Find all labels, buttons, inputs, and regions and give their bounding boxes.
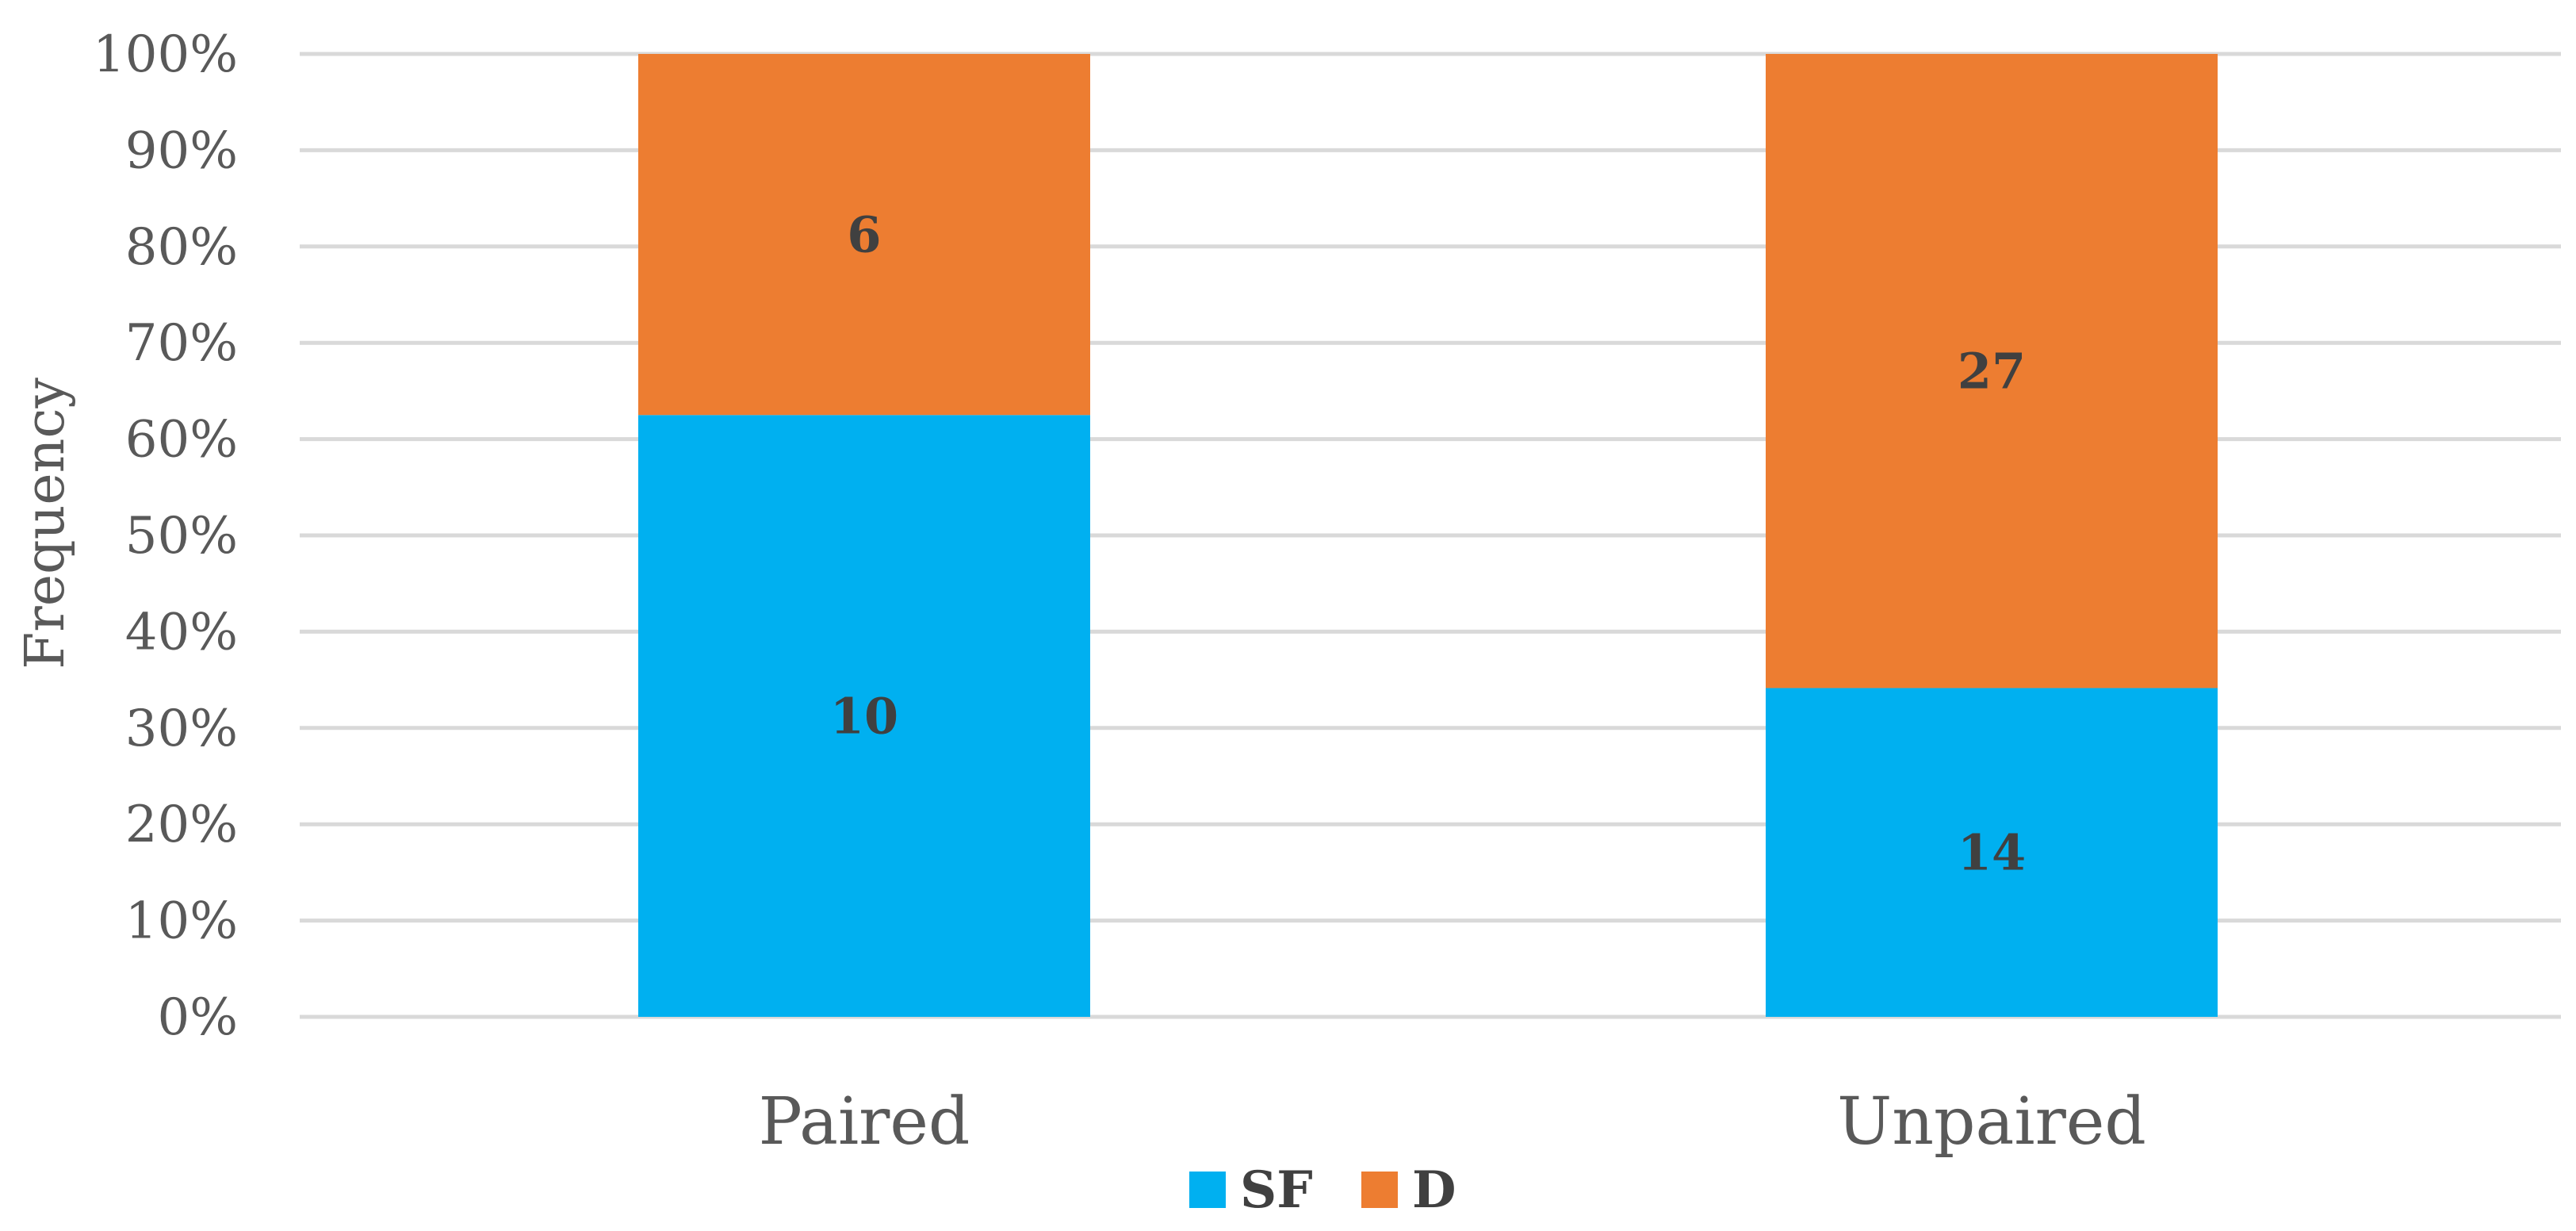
bar-sf-unpaired — [1766, 688, 2218, 1017]
legend: SF D — [1189, 1160, 1456, 1220]
legend-swatch-d — [1361, 1172, 1398, 1208]
y-tick-label: 0% — [157, 988, 238, 1047]
y-tick-label: 80% — [125, 218, 238, 277]
x-tick-label: Unpaired — [1837, 1084, 2146, 1160]
y-tick-label: 40% — [125, 603, 238, 662]
bars — [638, 54, 2218, 1017]
y-tick-label: 30% — [125, 700, 238, 758]
y-tick-label: 10% — [125, 892, 238, 951]
bar-d-paired — [638, 54, 1090, 416]
data-label: 6 — [847, 206, 881, 264]
y-tick-label: 90% — [125, 121, 238, 180]
bar-d-unpaired — [1766, 54, 2218, 688]
data-labels: 10 6 14 27 — [830, 206, 2026, 882]
legend-swatch-sf — [1189, 1172, 1226, 1208]
legend-label-sf: SF — [1240, 1160, 1313, 1220]
data-label: 27 — [1958, 343, 2026, 401]
y-tick-label: 50% — [125, 507, 238, 566]
y-tick-label: 20% — [125, 796, 238, 854]
data-label: 10 — [830, 688, 898, 746]
legend-label-d: D — [1412, 1160, 1456, 1220]
bar-sf-paired — [638, 415, 1090, 1017]
data-label: 14 — [1958, 824, 2026, 882]
y-tick-label: 100% — [93, 25, 238, 84]
x-tick-label: Paired — [759, 1084, 970, 1160]
y-tick-label: 60% — [125, 411, 238, 470]
y-axis-ticks: 0% 10% 20% 30% 40% 50% 60% 70% 80% 90% 100% — [93, 25, 238, 1047]
y-axis-title: Frequency — [14, 378, 77, 669]
x-axis-ticks: Paired Unpaired — [759, 1084, 2146, 1160]
y-tick-label: 70% — [125, 314, 238, 373]
